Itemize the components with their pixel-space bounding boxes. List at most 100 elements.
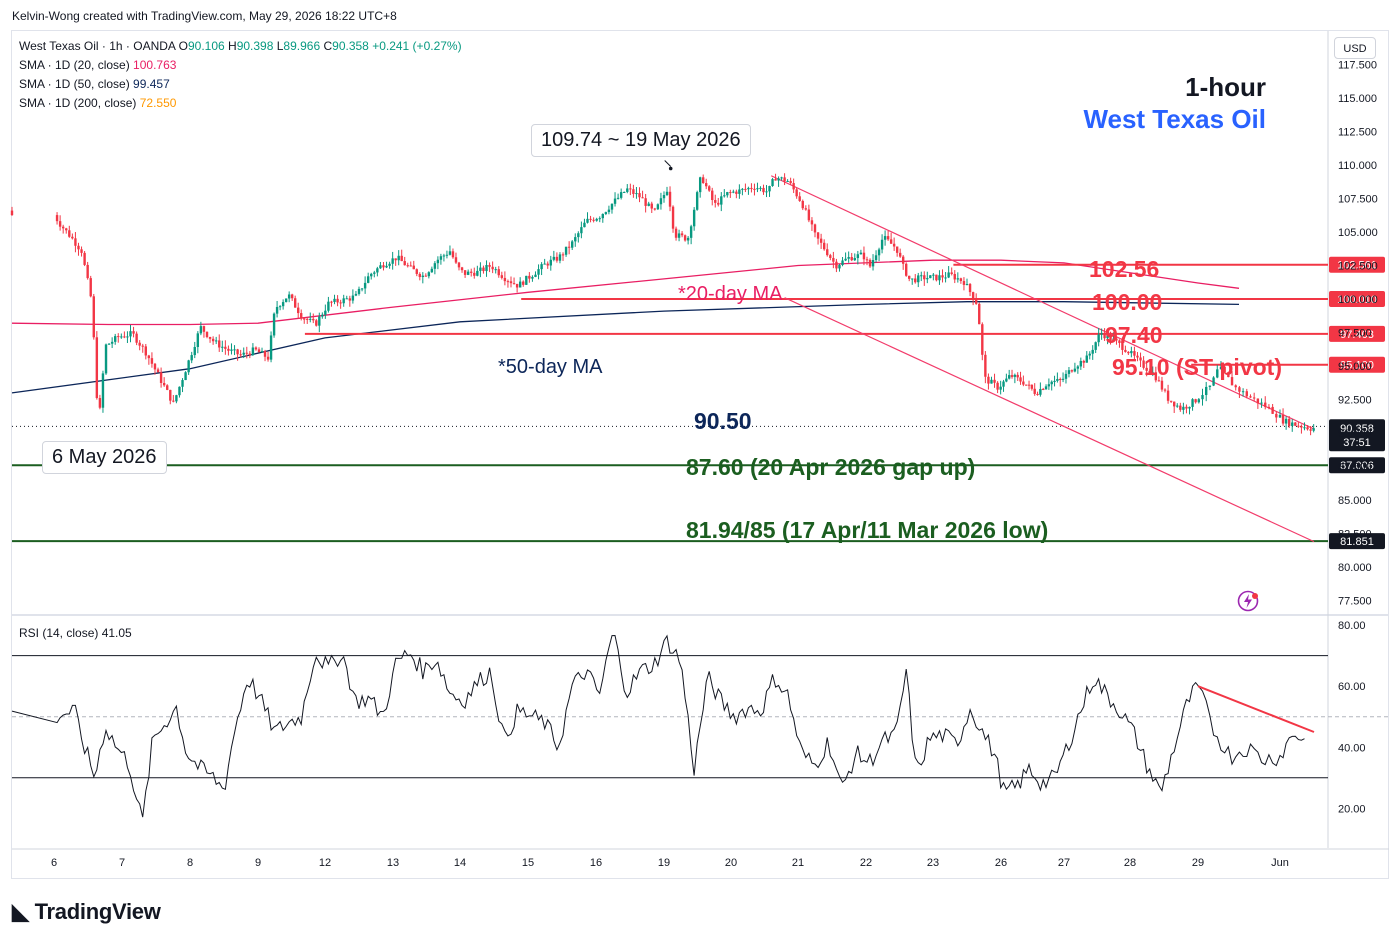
candle-body (211, 338, 215, 342)
candle-body (561, 254, 565, 256)
candle-body (239, 354, 242, 356)
candle-body (187, 360, 190, 373)
support-axis-tag (1329, 457, 1385, 474)
candle-body (1097, 334, 1100, 343)
candle-body (1106, 334, 1109, 339)
candle-body (208, 336, 212, 339)
candle-body (941, 275, 944, 278)
candle-body (342, 298, 345, 304)
candle-body (711, 190, 714, 201)
candle-body (810, 220, 814, 225)
candle-body (835, 261, 838, 269)
candle-body (330, 301, 333, 303)
candle-body (153, 363, 157, 370)
resistance-axis-label: 100.010 (1337, 294, 1377, 306)
candle-body (656, 204, 660, 210)
sma50-line (11, 301, 1240, 394)
candle-body (1002, 381, 1005, 387)
support-axis-label: 87.006 (1340, 460, 1374, 472)
y-tick-label: 90.000 (1338, 428, 1372, 440)
candle-body (318, 316, 321, 326)
candle-body (674, 228, 678, 238)
candle-body (792, 183, 795, 190)
legend-sma50-label: SMA · 1D (50, close) (19, 77, 130, 91)
support-axis-tag (1329, 533, 1385, 550)
tradingview-logo[interactable]: ◣ TradingView (12, 899, 161, 925)
candle-body (275, 306, 279, 314)
x-tick-label: 21 (792, 857, 804, 869)
candle-body (1088, 353, 1091, 356)
candle-body (497, 269, 500, 276)
candle-body (1216, 369, 1219, 378)
candle-body (819, 238, 823, 243)
candle-body (717, 202, 720, 205)
candle-body (783, 177, 786, 182)
candle-body (482, 267, 485, 272)
candle-body (166, 385, 169, 390)
candle-body (1249, 396, 1252, 398)
candle-body (996, 382, 999, 390)
candle-body (1103, 333, 1106, 339)
candle-body (1109, 334, 1112, 341)
candle-body (1312, 428, 1315, 431)
candle-body (1194, 399, 1197, 403)
candle-body (1201, 395, 1204, 400)
candle-body (671, 206, 675, 229)
candle-body (677, 233, 681, 238)
y-tick-label: 95.000 (1338, 361, 1372, 373)
rsi-divergence-line (1197, 685, 1315, 733)
chart-credit: Kelvin-Wong created with TradingView.com… (12, 9, 397, 23)
candle-body (1173, 401, 1176, 407)
candle-body (463, 270, 467, 275)
candle-body (686, 237, 690, 241)
candle-body (245, 352, 248, 354)
candle-body (623, 191, 626, 193)
candle-body (759, 187, 762, 189)
resistance-axis-label: 97.403 (1340, 329, 1374, 341)
candle-body (1042, 388, 1045, 390)
candle-body (732, 191, 735, 193)
candle-body (181, 380, 184, 387)
candle-body (214, 340, 218, 342)
candle-body (394, 258, 397, 261)
candle-body (665, 191, 669, 196)
candle-body (635, 193, 638, 195)
candle-body (1019, 377, 1022, 382)
candle-body (129, 331, 132, 337)
candle-body (978, 303, 981, 325)
candle-body (445, 254, 449, 256)
candle-body (641, 197, 644, 199)
candle-body (747, 187, 750, 190)
y-tick-label: 102.500 (1338, 261, 1378, 273)
candle-body (141, 345, 144, 347)
candle-body (1238, 387, 1241, 392)
candle-body (962, 281, 966, 285)
sma20-line (11, 259, 1240, 326)
candle-body (55, 215, 59, 222)
candle-body (1227, 372, 1230, 378)
candle-body (135, 333, 138, 343)
candle-body (786, 180, 789, 182)
candle-body (436, 259, 440, 264)
candle-body (1059, 378, 1062, 380)
candle-body (632, 189, 635, 194)
x-tick-label: 6 (51, 857, 57, 869)
y-tick-label: 110.000 (1338, 160, 1377, 172)
candle-body (454, 257, 458, 263)
candle-body (798, 196, 801, 201)
candle-body (58, 221, 62, 227)
candle-body (327, 301, 330, 311)
candle-body (549, 259, 552, 266)
currency-button[interactable]: USD (1334, 37, 1376, 59)
candle-body (272, 313, 276, 336)
candle-body (1275, 413, 1278, 418)
candle-body (1130, 351, 1133, 354)
high-annotation-box: 109.74 ~ 19 May 2026 (531, 124, 751, 157)
support-axis-label: 81.851 (1340, 536, 1374, 548)
candle-body (65, 228, 68, 231)
candle-body (460, 267, 464, 271)
lightning-icon[interactable] (1236, 589, 1260, 613)
candle-body (1118, 340, 1121, 343)
candle-body (856, 254, 860, 259)
